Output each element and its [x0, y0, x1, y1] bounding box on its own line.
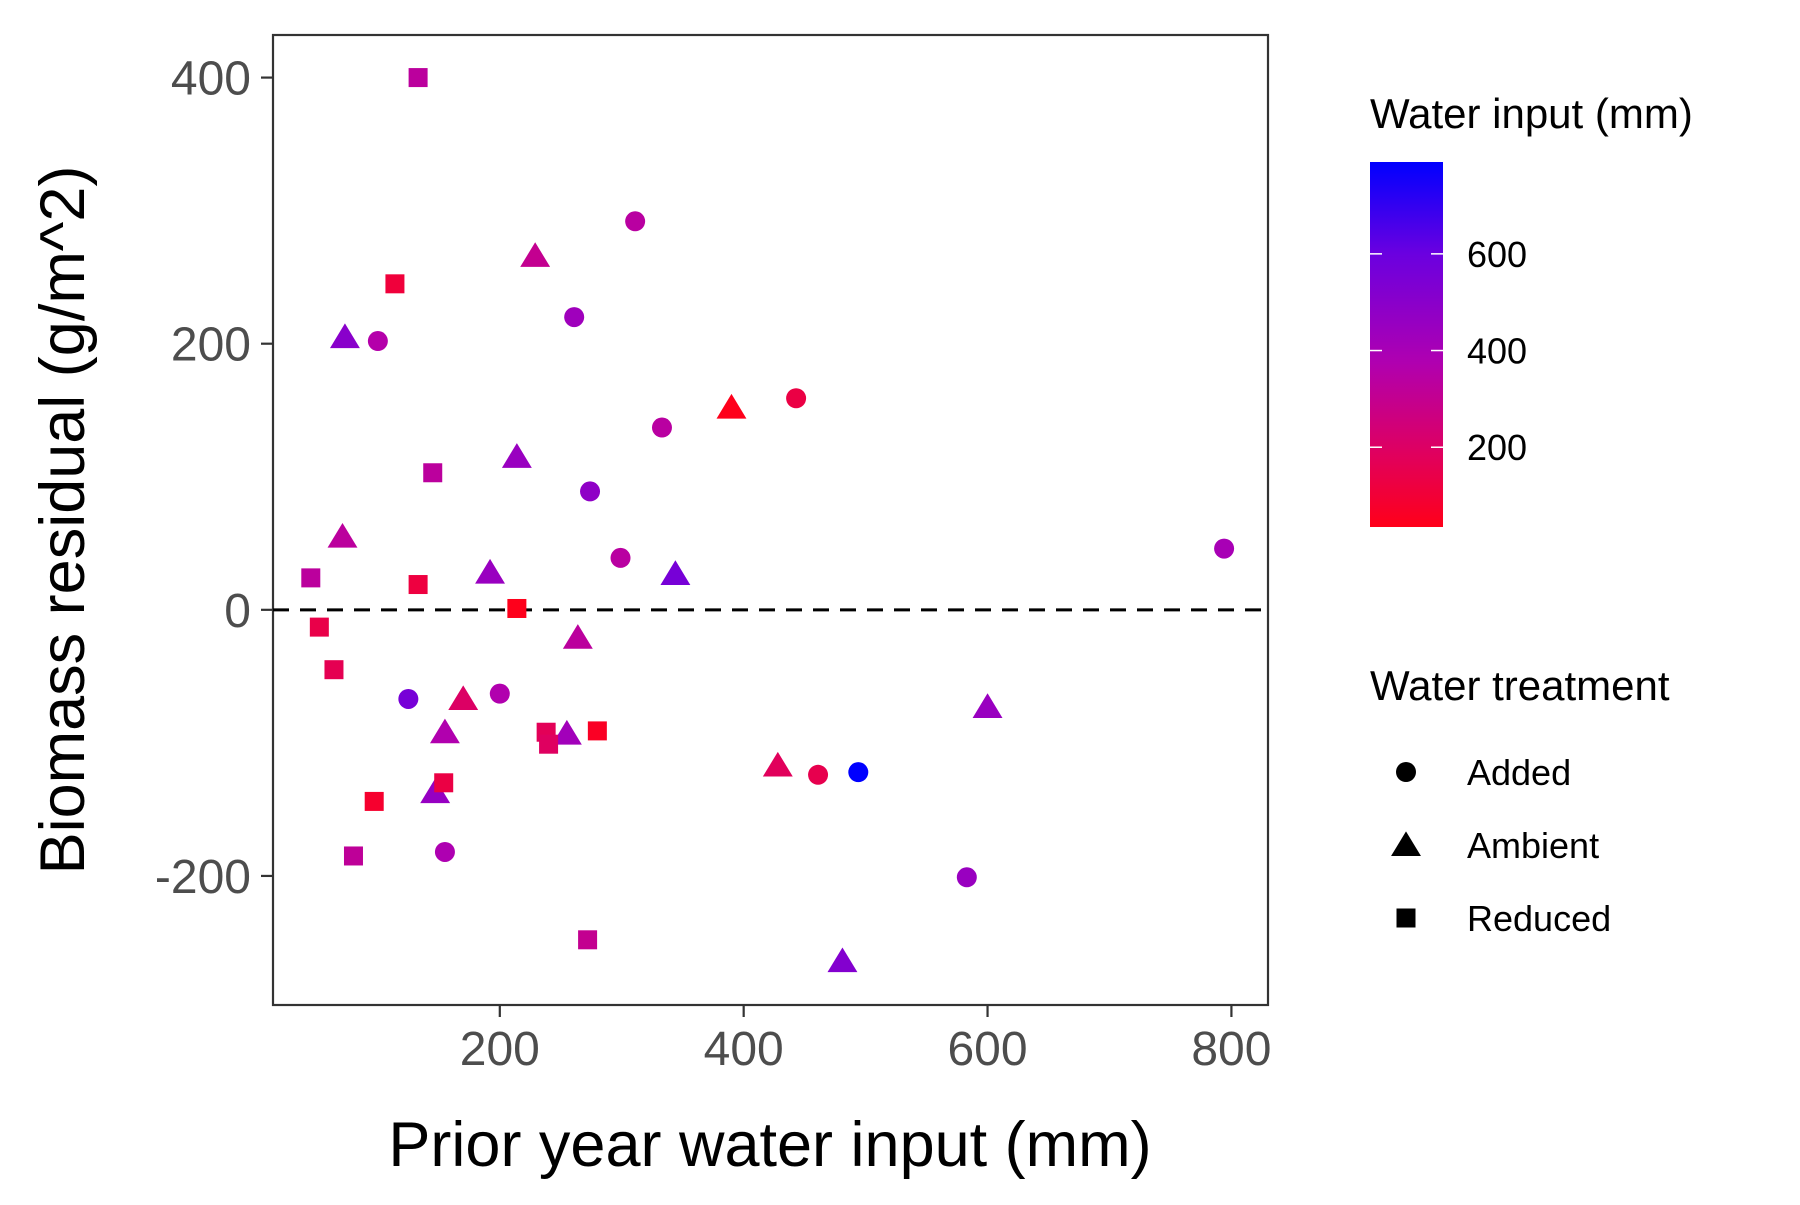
data-point-reduced: [301, 568, 321, 588]
data-point-reduced: [343, 846, 363, 866]
y-tick-label: 400: [171, 53, 251, 106]
data-point-added: [625, 211, 646, 232]
color-legend-title: Water input (mm): [1370, 90, 1693, 137]
data-point-ambient: [327, 522, 358, 548]
data-point-added: [398, 688, 419, 709]
color-bar-label: 400: [1467, 331, 1527, 372]
data-point-reduced: [324, 660, 344, 680]
data-point-reduced: [309, 617, 329, 637]
data-point-ambient: [762, 751, 793, 777]
y-tick-label: 200: [171, 319, 251, 372]
data-point-added: [1214, 538, 1235, 559]
data-point-reduced: [408, 575, 428, 595]
data-point-added: [848, 762, 869, 783]
data-point-reduced: [423, 463, 443, 483]
data-point-ambient: [475, 558, 505, 584]
data-point-added: [489, 683, 510, 704]
data-point-reduced: [578, 930, 598, 950]
data-point-added: [434, 841, 455, 862]
y-axis: 400 200 0 -200: [155, 53, 273, 904]
data-point-added: [580, 481, 601, 502]
data-point-ambient: [551, 719, 582, 745]
y-axis-title: Biomass residual (g/m^2): [28, 166, 98, 875]
data-point-reduced: [539, 734, 559, 754]
data-point-ambient: [329, 323, 360, 349]
data-point-reduced: [507, 598, 527, 618]
data-point-added: [786, 388, 807, 409]
legend-label-ambient: Ambient: [1467, 825, 1599, 866]
y-tick-label: -200: [155, 851, 251, 904]
data-point-added: [367, 331, 388, 352]
x-axis: 200 400 600 800: [460, 1005, 1271, 1076]
data-point-added: [956, 867, 977, 888]
x-tick-label: 200: [460, 1023, 540, 1076]
data-point-ambient: [660, 560, 691, 585]
data-point-ambient: [716, 393, 747, 419]
color-bar-label: 200: [1467, 427, 1527, 468]
data-point-reduced: [434, 773, 454, 793]
data-point-reduced: [385, 274, 405, 294]
data-point-reduced: [364, 791, 384, 811]
data-point-ambient: [501, 443, 532, 468]
x-tick-label: 400: [704, 1023, 784, 1076]
legend-key-reduced: [1396, 908, 1416, 928]
x-axis-title: Prior year water input (mm): [388, 1110, 1151, 1180]
data-point-ambient: [520, 242, 551, 267]
data-point-ambient: [972, 693, 1003, 718]
legend-label-added: Added: [1467, 752, 1571, 793]
data-point-ambient: [562, 624, 593, 649]
data-point-ambient: [429, 718, 460, 744]
data-point-ambient: [448, 685, 479, 711]
data-point-reduced: [408, 68, 428, 88]
legend-label-reduced: Reduced: [1467, 898, 1611, 939]
shape-legend-title: Water treatment: [1370, 662, 1670, 709]
legend-key-ambient: [1391, 831, 1421, 857]
data-point-added: [808, 764, 829, 785]
x-tick-label: 600: [947, 1023, 1027, 1076]
y-tick-label: 0: [224, 585, 251, 638]
data-points: [301, 68, 1235, 973]
data-point-reduced: [587, 721, 607, 741]
shape-legend: Added Ambient Reduced: [1391, 752, 1611, 939]
color-bar-label: 600: [1467, 234, 1527, 275]
data-point-ambient: [827, 947, 858, 973]
data-point-added: [651, 417, 672, 438]
plot-panel: [271, 33, 1270, 1007]
legend-key-added: [1396, 762, 1416, 782]
data-point-added: [610, 547, 631, 568]
color-bar-ticks: 200 400 600: [1370, 234, 1527, 468]
data-point-added: [564, 307, 585, 328]
color-bar: [1370, 162, 1443, 527]
x-tick-label: 800: [1191, 1023, 1271, 1076]
